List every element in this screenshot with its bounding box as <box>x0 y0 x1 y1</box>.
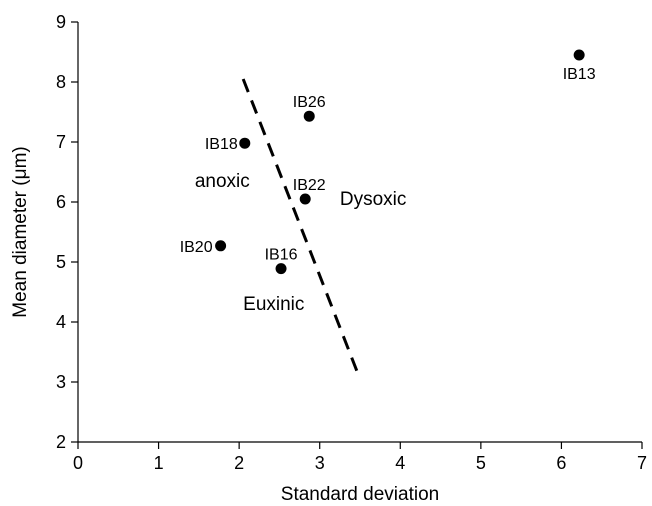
region-label-euxinic: Euxinic <box>243 294 304 315</box>
y-tick-label: 9 <box>56 12 66 32</box>
axes: 2 3 4 5 6 7 8 9 0 1 2 3 4 5 6 7 <box>56 12 647 473</box>
x-tick-label: 6 <box>556 453 566 473</box>
data-point-ib18 <box>239 137 251 149</box>
y-tick-label: 7 <box>56 132 66 152</box>
point-label: IB22 <box>293 177 326 194</box>
region-label-anoxic: anoxic <box>195 171 250 192</box>
divider-group <box>241 78 362 380</box>
x-tick-label: 1 <box>154 453 164 473</box>
point-label: IB26 <box>293 94 326 111</box>
point-label: IB16 <box>265 247 298 264</box>
y-tick-label: 8 <box>56 72 66 92</box>
x-tick-label: 7 <box>637 453 647 473</box>
x-tick-label: 4 <box>395 453 405 473</box>
y-tick-label: 2 <box>56 432 66 452</box>
x-tick-label: 2 <box>234 453 244 473</box>
point-label: IB18 <box>205 136 238 153</box>
data-point-ib20 <box>215 240 227 252</box>
dashed-divider-line <box>241 78 362 380</box>
y-tick-label: 4 <box>56 312 66 332</box>
y-tick-label: 6 <box>56 192 66 212</box>
x-axis-title: Standard deviation <box>281 484 439 505</box>
x-tick-label: 5 <box>476 453 486 473</box>
point-label: IB20 <box>180 239 213 256</box>
data-point-ib22 <box>299 193 311 205</box>
annotations-group: anoxic Dysoxic Euxinic <box>195 171 407 315</box>
x-tick-label: 0 <box>73 453 83 473</box>
points-group: IB13 IB26 IB18 IB22 IB20 IB16 <box>180 49 596 275</box>
axis-frame <box>77 22 642 443</box>
y-tick-label: 3 <box>56 372 66 392</box>
data-point-ib13 <box>573 49 585 61</box>
data-point-ib16 <box>275 263 287 275</box>
data-point-ib26 <box>303 110 315 122</box>
region-label-dysoxic: Dysoxic <box>340 189 407 210</box>
x-tick-label: 3 <box>315 453 325 473</box>
y-axis-title: Mean diameter (μm) <box>10 146 31 317</box>
point-label: IB13 <box>563 66 596 83</box>
y-tick-label: 5 <box>56 252 66 272</box>
